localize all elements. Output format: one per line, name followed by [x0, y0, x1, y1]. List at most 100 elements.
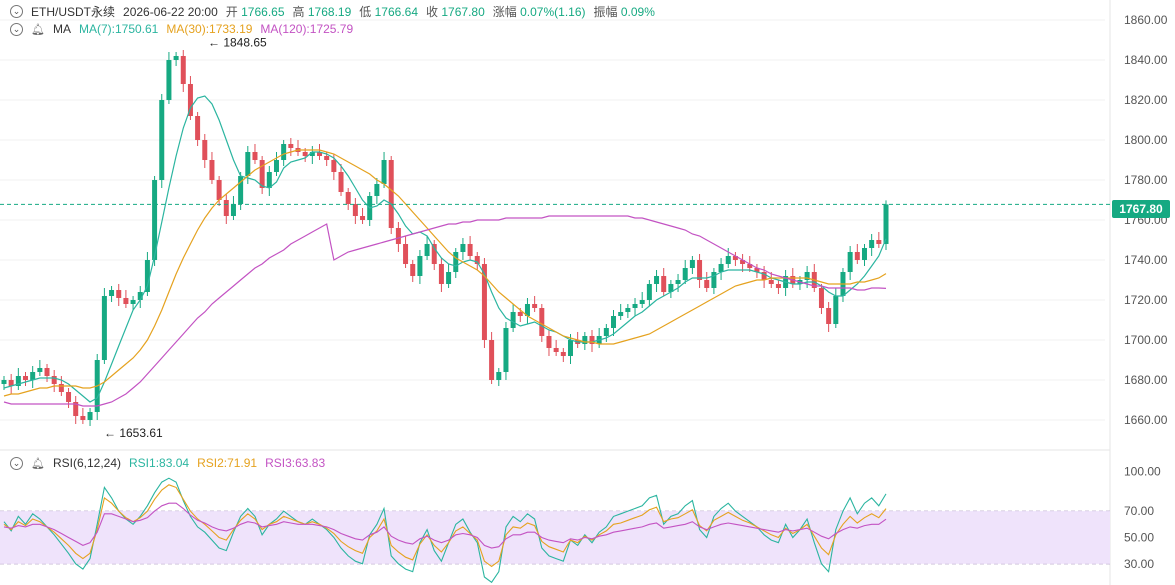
- candle-body: [639, 300, 645, 304]
- collapse-toggle-icon[interactable]: ⌄: [10, 5, 23, 18]
- candle-body: [539, 308, 545, 336]
- price-tick-label: 1800.00: [1124, 133, 1168, 147]
- candle-body: [625, 308, 631, 312]
- candle-body: [281, 144, 287, 160]
- candle-body: [8, 380, 14, 386]
- candle-body: [567, 340, 573, 356]
- candle-body: [123, 298, 129, 304]
- candle-body: [460, 244, 466, 252]
- rsi-collapse-icon[interactable]: ⌄: [10, 456, 23, 470]
- candle-body: [517, 312, 523, 316]
- alert-bell-icon[interactable]: 🔔︎: [31, 23, 45, 36]
- candle-body: [395, 228, 401, 244]
- candle-body: [438, 264, 444, 284]
- datetime-label: 2026-06-22 20:00: [123, 4, 218, 19]
- ma30-legend: MA(30):1733.19: [166, 22, 253, 36]
- candle-body: [876, 240, 882, 244]
- amplitude-value: 0.09%: [620, 5, 655, 19]
- candle-body: [833, 296, 839, 324]
- candle-body: [152, 180, 158, 260]
- candle-body: [718, 264, 724, 272]
- candle-body: [51, 376, 57, 384]
- candle-body: [496, 372, 502, 380]
- amplitude-label: 振幅: [593, 5, 618, 19]
- low-annotation: ← 1653.61: [104, 426, 163, 440]
- candle-body: [761, 272, 767, 280]
- candle-body: [675, 280, 681, 284]
- rsi-tick-label: 70.00: [1124, 504, 1154, 518]
- candle-body: [195, 116, 201, 140]
- high-label: 高: [292, 5, 305, 19]
- candle-body: [238, 176, 244, 204]
- candle-body: [682, 268, 688, 280]
- price-tick-label: 1720.00: [1124, 293, 1168, 307]
- ma-title: MA: [52, 22, 71, 36]
- high-annotation: ← 1848.65: [208, 36, 267, 50]
- ma-line-ma120: [3, 215, 887, 407]
- candle-body: [30, 372, 36, 380]
- candle-body: [818, 288, 824, 308]
- candle-body: [524, 304, 530, 316]
- candle-body: [245, 152, 251, 176]
- candle-body: [424, 244, 430, 256]
- rsi-tick-label: 30.00: [1124, 557, 1154, 571]
- candle-body: [331, 160, 337, 172]
- candle-body: [180, 56, 186, 84]
- price-tick-label: 1820.00: [1124, 93, 1168, 107]
- candle-body: [603, 328, 609, 336]
- candle-body: [618, 312, 624, 316]
- candle-body: [87, 412, 93, 420]
- open-label: 开: [225, 5, 238, 19]
- candle-body: [230, 204, 236, 216]
- candle-body: [223, 200, 229, 216]
- candle-body: [324, 156, 330, 160]
- candle-body: [23, 376, 29, 380]
- rsi-tick-label: 50.00: [1124, 530, 1154, 544]
- rsi3-legend: RSI3:63.83: [265, 456, 326, 470]
- extreme-annotations: ← 1848.65 ← 1653.61: [104, 36, 267, 440]
- candle-body: [582, 336, 588, 344]
- candle-body: [374, 184, 380, 196]
- candle-body: [166, 60, 172, 100]
- candle-body: [775, 284, 781, 288]
- rsi-band: [0, 511, 1110, 564]
- price-tick-label: 1660.00: [1124, 413, 1168, 427]
- candle-body: [1, 380, 7, 384]
- candle-body: [216, 180, 222, 200]
- candle-body: [144, 260, 150, 292]
- candle-body: [883, 204, 889, 244]
- candle-body: [661, 276, 667, 292]
- rsi-line-rsi1: [3, 477, 887, 584]
- candle-body: [611, 316, 617, 328]
- rsi-line-rsi2: [3, 484, 887, 568]
- candle-body: [116, 290, 122, 298]
- candle-body: [288, 144, 294, 148]
- candle-body: [854, 252, 860, 260]
- close-value: 1767.80: [441, 5, 485, 19]
- candle-body: [503, 328, 509, 372]
- high-value: 1768.19: [307, 5, 352, 19]
- candle-body: [553, 348, 559, 352]
- candle-body: [417, 256, 423, 276]
- candle-body: [725, 256, 731, 264]
- candle-body: [446, 272, 452, 284]
- rsi-tick-label: 100.00: [1124, 465, 1161, 479]
- candle-body: [453, 252, 459, 272]
- rsi1-legend: RSI1:83.04: [129, 456, 190, 470]
- rsi-line-rsi3: [3, 502, 887, 549]
- candle-body: [697, 260, 703, 280]
- rsi-alert-bell-icon[interactable]: 🔔︎: [31, 457, 45, 470]
- candle-body: [431, 244, 437, 264]
- candle-body: [317, 152, 323, 156]
- candle-body: [44, 368, 50, 376]
- candle-body: [66, 392, 72, 402]
- candle-body: [209, 160, 215, 180]
- close-label: 收: [426, 5, 439, 19]
- open-value: 1766.65: [241, 5, 285, 19]
- candle-body: [266, 172, 272, 188]
- candle-body: [754, 268, 760, 272]
- ma-line-ma7: [3, 95, 887, 403]
- ma-collapse-icon[interactable]: ⌄: [10, 22, 23, 36]
- candle-body: [632, 304, 638, 308]
